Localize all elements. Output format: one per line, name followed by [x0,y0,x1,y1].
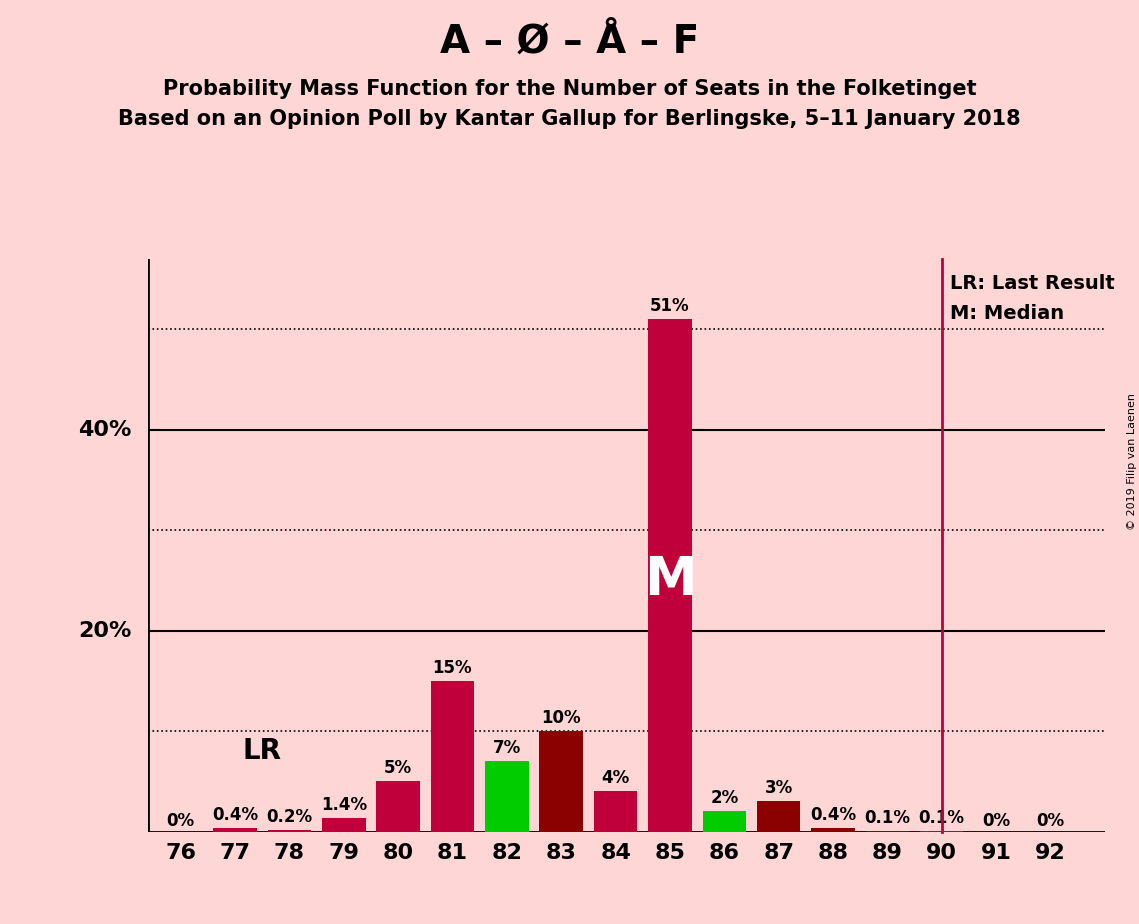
Text: 0.4%: 0.4% [212,806,259,823]
Text: 0.2%: 0.2% [267,808,312,825]
Text: 0%: 0% [982,811,1010,830]
Bar [757,801,801,832]
Bar [703,811,746,832]
Text: 0.1%: 0.1% [865,808,910,827]
Bar [540,731,583,832]
Bar [485,761,528,832]
Text: A – Ø – Å – F: A – Ø – Å – F [440,23,699,61]
Bar [213,828,256,832]
Text: M: M [644,554,696,606]
Text: M: Median: M: Median [950,304,1064,323]
Bar [920,831,964,832]
Text: © 2019 Filip van Laenen: © 2019 Filip van Laenen [1126,394,1137,530]
Text: 0.4%: 0.4% [810,806,857,823]
Bar [431,681,474,832]
Text: LR: Last Result: LR: Last Result [950,274,1115,293]
Text: Probability Mass Function for the Number of Seats in the Folketinget: Probability Mass Function for the Number… [163,79,976,99]
Bar [322,818,366,832]
Text: 40%: 40% [79,419,132,440]
Text: 7%: 7% [493,739,521,758]
Bar [648,319,691,832]
Bar [593,791,638,832]
Text: 1.4%: 1.4% [321,796,367,813]
Bar [811,828,854,832]
Text: 51%: 51% [650,297,690,315]
Bar [268,830,311,832]
Text: 3%: 3% [764,780,793,797]
Text: 2%: 2% [711,789,738,808]
Bar [866,831,909,832]
Text: Based on an Opinion Poll by Kantar Gallup for Berlingske, 5–11 January 2018: Based on an Opinion Poll by Kantar Gallu… [118,109,1021,129]
Text: 0.1%: 0.1% [919,808,965,827]
Text: 10%: 10% [541,709,581,727]
Text: LR: LR [243,737,281,765]
Bar [376,782,420,832]
Text: 0%: 0% [166,811,195,830]
Text: 5%: 5% [384,760,412,777]
Text: 0%: 0% [1036,811,1065,830]
Text: 15%: 15% [433,659,473,676]
Text: 20%: 20% [79,621,132,640]
Text: 4%: 4% [601,770,630,787]
